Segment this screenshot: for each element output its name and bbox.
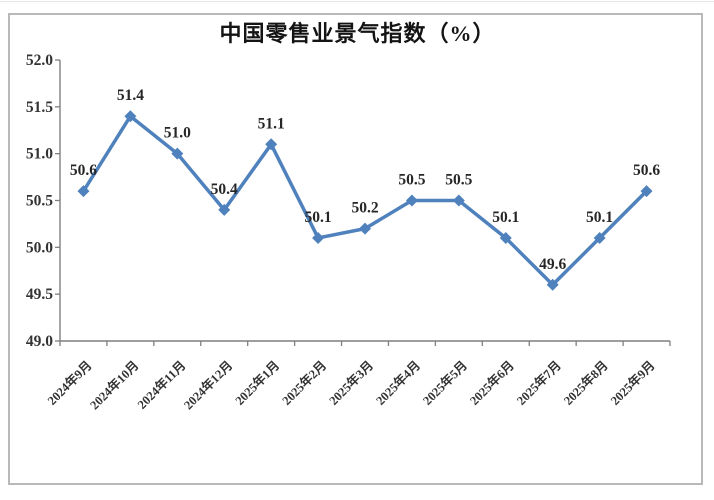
x-tick-label: 2025年1月	[232, 358, 282, 408]
data-label: 50.2	[351, 200, 378, 217]
y-tick-label: 52.0	[26, 52, 53, 69]
x-tick-label: 2025年2月	[279, 358, 329, 408]
data-label: 50.6	[70, 162, 97, 179]
data-point-marker	[546, 278, 559, 291]
data-label: 51.1	[258, 115, 285, 132]
y-tick-label: 50.5	[26, 193, 53, 210]
data-point-marker	[171, 147, 184, 160]
data-label: 50.5	[398, 172, 425, 189]
y-tick-label: 51.0	[26, 146, 53, 163]
chart-title: 中国零售业景气指数（%）	[219, 21, 496, 46]
x-tick-label: 2024年11月	[134, 358, 188, 412]
data-label: 51.0	[164, 125, 191, 142]
data-point-marker	[359, 222, 371, 235]
x-tick-label: 2025年8月	[560, 358, 610, 408]
data-label: 50.6	[633, 162, 660, 179]
y-tick-label: 51.5	[26, 99, 53, 116]
x-tick-label: 2025年6月	[466, 358, 516, 408]
x-tick-label: 2025年3月	[326, 358, 376, 408]
x-tick-label: 2024年10月	[87, 358, 142, 413]
data-label: 50.1	[305, 209, 332, 226]
x-tick-label: 2025年4月	[373, 358, 423, 408]
data-point-marker	[124, 110, 137, 123]
y-tick-label: 49.0	[26, 333, 53, 350]
data-point-marker	[593, 231, 606, 244]
data-point-marker	[405, 194, 418, 207]
y-tick-label: 50.0	[26, 239, 53, 256]
data-label: 50.1	[492, 209, 519, 226]
data-label: 50.5	[445, 172, 472, 189]
data-label: 49.6	[539, 256, 566, 273]
x-tick-label: 2025年7月	[513, 358, 563, 408]
data-point-marker	[499, 231, 512, 244]
data-point-marker	[312, 231, 325, 244]
x-tick-label: 2025年9月	[607, 358, 657, 408]
x-tick-label: 2024年9月	[44, 358, 94, 408]
data-label: 50.4	[211, 181, 238, 198]
page-top-divider	[0, 1, 714, 2]
data-label: 51.4	[117, 87, 144, 104]
x-tick-label: 2024年12月	[181, 358, 236, 413]
data-point-marker	[77, 185, 90, 198]
data-point-marker	[640, 185, 653, 198]
data-point-marker	[265, 138, 278, 151]
data-label: 50.1	[586, 209, 613, 226]
x-tick-label: 2025年5月	[420, 358, 470, 408]
data-point-marker	[452, 194, 465, 207]
data-point-marker	[218, 203, 231, 216]
y-tick-label: 49.5	[26, 286, 53, 303]
